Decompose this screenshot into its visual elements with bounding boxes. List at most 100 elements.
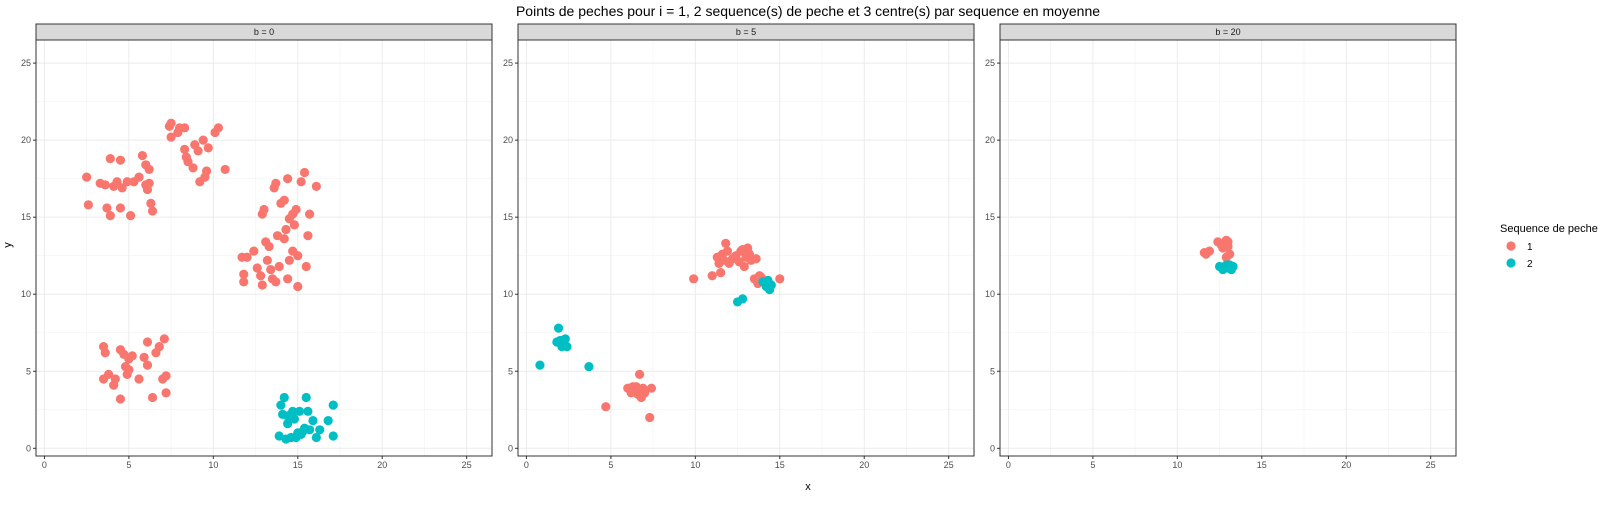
data-point — [134, 172, 144, 182]
data-point — [139, 352, 149, 362]
data-point — [1204, 246, 1215, 256]
data-point — [147, 206, 158, 216]
data-point — [293, 251, 303, 261]
data-point — [166, 118, 176, 128]
x-tick-label: 15 — [775, 460, 785, 470]
data-point — [279, 234, 289, 244]
x-tick-label: 5 — [1090, 460, 1095, 470]
data-point — [161, 371, 171, 381]
data-point — [193, 146, 203, 156]
y-axis-title: y — [2, 242, 14, 248]
legend-key — [1506, 241, 1516, 251]
data-point — [102, 203, 112, 213]
series-1 — [1199, 235, 1235, 262]
data-point — [766, 280, 776, 290]
data-point — [303, 231, 313, 241]
data-point — [115, 155, 126, 165]
x-tick-label: 25 — [1426, 460, 1436, 470]
y-tick-label: 15 — [503, 212, 513, 222]
data-point — [283, 274, 293, 284]
data-point — [249, 246, 259, 256]
y-tick-label: 20 — [21, 135, 31, 145]
data-point — [82, 172, 92, 182]
data-point — [738, 294, 748, 304]
x-tick-label: 15 — [1257, 460, 1267, 470]
facet-panels: b = 0 0 5 10 15 20 25 0 5 10 15 20 25 b = 5 0 5 10 15 20 25… — [21, 23, 1457, 470]
data-point — [142, 337, 153, 347]
data-point — [298, 426, 308, 436]
data-point — [261, 237, 271, 247]
data-point — [1223, 237, 1233, 247]
data-point — [266, 264, 276, 275]
legend-label: 1 — [1527, 242, 1533, 253]
y-tick-label: 10 — [21, 289, 31, 299]
facet-panel: b = 0 0 5 10 15 20 25 0 5 10 15 20 25 — [21, 23, 493, 470]
data-point — [1218, 243, 1228, 253]
data-point — [291, 204, 301, 215]
data-point — [315, 425, 325, 435]
data-point — [751, 254, 761, 264]
data-point — [146, 198, 156, 208]
x-tick-label: 5 — [126, 460, 131, 470]
y-tick-label: 20 — [503, 135, 513, 145]
x-tick-label: 0 — [1006, 460, 1011, 470]
data-point — [1221, 252, 1231, 262]
data-point — [274, 261, 284, 272]
legend-key — [1506, 258, 1516, 268]
data-point — [301, 261, 311, 272]
y-tick-label: 10 — [503, 289, 513, 299]
y-tick-label: 0 — [26, 443, 31, 453]
data-point — [284, 255, 294, 265]
data-point — [289, 220, 299, 230]
data-point — [283, 174, 293, 184]
data-point — [646, 383, 657, 393]
data-point — [294, 406, 305, 416]
x-tick-label: 20 — [377, 460, 387, 470]
data-point — [283, 419, 293, 429]
data-point — [144, 178, 154, 188]
data-point — [242, 252, 252, 262]
panel-background — [36, 40, 492, 456]
data-point — [137, 150, 147, 161]
x-tick-label: 5 — [608, 460, 613, 470]
data-point — [115, 203, 126, 213]
y-tick-label: 5 — [990, 366, 995, 376]
x-tick-label: 0 — [42, 460, 47, 470]
data-point — [252, 263, 262, 273]
data-point — [1225, 260, 1235, 270]
data-point — [259, 204, 269, 215]
data-point — [303, 406, 313, 416]
data-point — [100, 348, 110, 358]
data-point — [134, 374, 144, 384]
data-point — [181, 152, 191, 162]
x-tick-label: 25 — [462, 460, 472, 470]
data-point — [305, 209, 315, 219]
data-point — [220, 164, 230, 175]
series-1 — [82, 118, 321, 404]
data-point — [83, 200, 93, 210]
data-point — [635, 369, 645, 379]
y-tick-label: 0 — [990, 443, 995, 453]
data-point — [308, 415, 318, 426]
x-tick-label: 15 — [293, 460, 303, 470]
data-point — [112, 177, 122, 187]
data-point — [301, 392, 311, 403]
data-point — [100, 180, 110, 190]
y-tick-label: 25 — [21, 58, 31, 68]
x-tick-label: 0 — [524, 460, 529, 470]
data-point — [198, 135, 208, 145]
y-tick-label: 15 — [21, 212, 31, 222]
data-point — [311, 181, 321, 191]
data-point — [293, 281, 303, 292]
data-point — [299, 167, 310, 178]
facet-panel: b = 5 0 5 10 15 20 25 0 5 10 15 20 25 — [503, 23, 975, 470]
data-point — [323, 415, 333, 426]
data-point — [124, 365, 134, 375]
data-point — [291, 432, 301, 443]
data-point — [628, 382, 638, 392]
data-point — [276, 400, 286, 410]
data-point — [110, 374, 120, 384]
facet-strip-label: b = 0 — [254, 27, 274, 37]
y-tick-label: 20 — [985, 135, 995, 145]
